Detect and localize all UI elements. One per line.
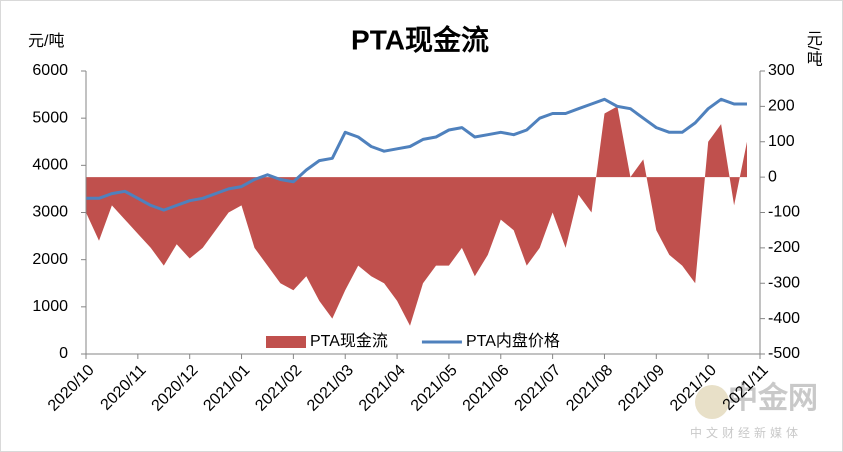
y-axis-label: 元/吨 [28, 32, 64, 50]
watermark: 中金网 [728, 381, 818, 415]
y2-tick-label: 200 [768, 98, 795, 115]
y2-axis-label: 元/吨 [804, 30, 823, 67]
y2-tick-label: -100 [768, 204, 800, 221]
legend-label: PTA内盘价格 [466, 331, 560, 350]
y2-tick-label: -500 [768, 345, 800, 362]
watermark-logo [695, 385, 729, 419]
y-tick-label: 5000 [32, 109, 68, 126]
y2-tick-label: -200 [768, 239, 800, 256]
legend-label: PTA现金流 [310, 332, 388, 350]
watermark-tagline: 中文财经新媒体 [690, 425, 802, 440]
area-series [86, 106, 747, 326]
y-tick-label: 1000 [32, 298, 68, 315]
y2-tick-label: 300 [768, 62, 795, 79]
chart-title: PTA现金流 [351, 23, 489, 55]
y-tick-label: 3000 [32, 204, 68, 221]
y2-tick-label: -400 [768, 310, 800, 327]
plot [86, 97, 747, 326]
y-tick-label: 2000 [32, 251, 68, 268]
y-tick-label: 4000 [32, 157, 68, 174]
y2-tick-label: 0 [768, 168, 777, 185]
line-series [86, 97, 747, 212]
y2-tick-label: -300 [768, 274, 800, 291]
legend-item: PTA内盘价格 [421, 331, 560, 350]
y-tick-label: 0 [59, 345, 68, 362]
y2-tick-label: 100 [768, 133, 795, 150]
legend-item: PTA现金流 [266, 332, 388, 350]
y-tick-label: 6000 [32, 62, 68, 79]
legend-swatch [266, 336, 306, 348]
